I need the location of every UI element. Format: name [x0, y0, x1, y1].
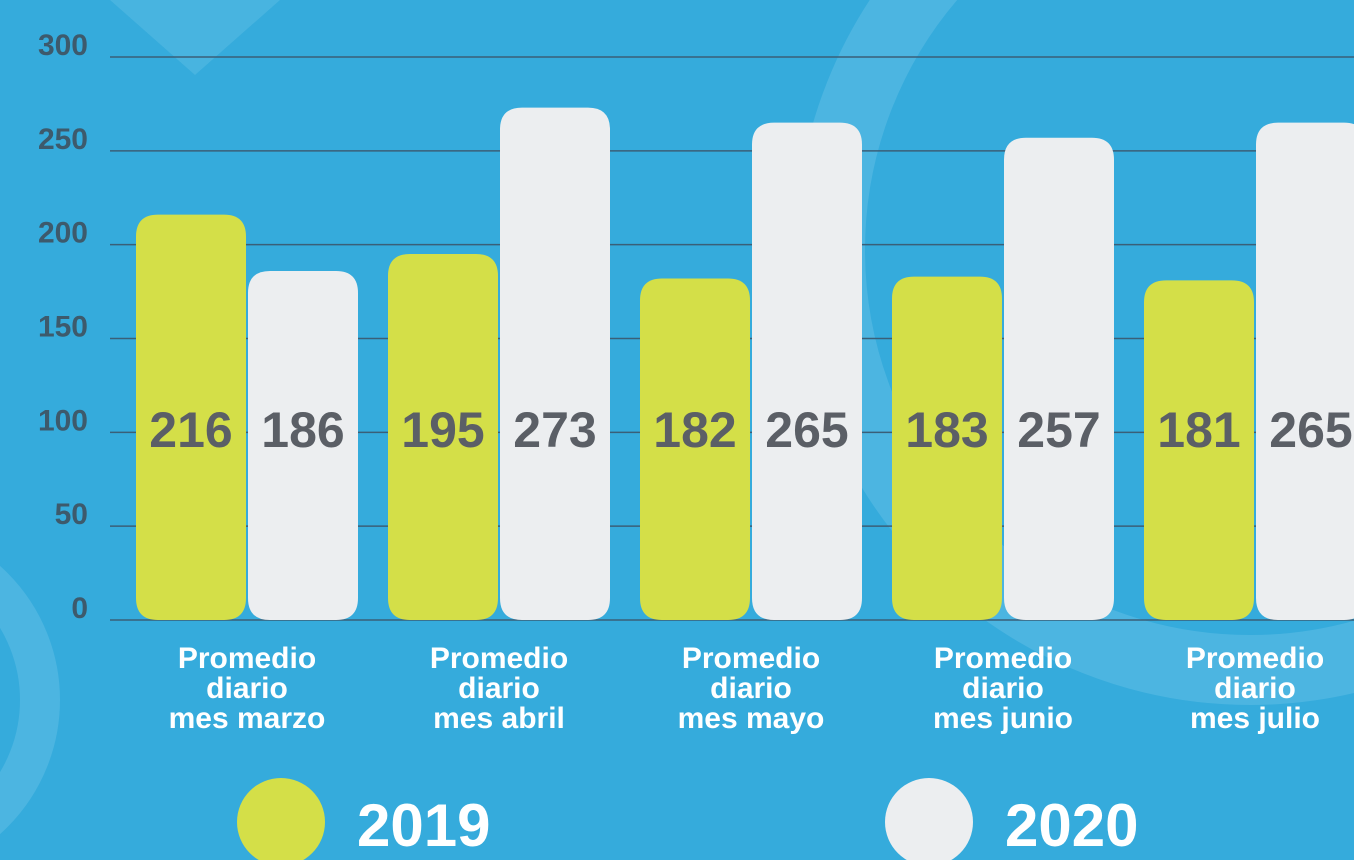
y-tick-label: 150 — [38, 310, 88, 343]
bar — [752, 122, 862, 620]
value-label: 182 — [653, 402, 736, 458]
value-label: 183 — [905, 402, 988, 458]
x-tick-label: Promedio diario mes abril — [429, 642, 569, 735]
value-label: 273 — [513, 402, 596, 458]
x-tick-label: Promedio diario mes junio — [932, 642, 1074, 735]
value-label: 195 — [401, 402, 484, 458]
value-label: 186 — [261, 402, 344, 458]
y-tick-label: 200 — [38, 217, 88, 250]
bar — [388, 254, 498, 621]
value-label: 216 — [149, 402, 232, 458]
bar — [1144, 280, 1254, 620]
bar — [1004, 137, 1114, 621]
y-tick-label: 50 — [55, 498, 88, 531]
y-tick-label: 0 — [71, 592, 88, 625]
legend-label: 2019 — [357, 792, 490, 859]
value-label: 181 — [1157, 402, 1240, 458]
bar — [892, 276, 1002, 620]
value-label: 265 — [1269, 402, 1352, 458]
bar — [1256, 122, 1354, 620]
y-tick-label: 100 — [38, 404, 88, 437]
x-tick-label: Promedio diario mes julio — [1185, 642, 1325, 735]
x-tick-label: Promedio diario mes marzo — [168, 642, 326, 735]
background-arc — [0, 565, 60, 835]
y-tick-label: 300 — [38, 29, 88, 62]
legend-label: 2020 — [1005, 792, 1138, 859]
bar — [248, 270, 358, 620]
y-tick-label: 250 — [38, 123, 88, 156]
legend-swatch — [237, 778, 325, 860]
value-label: 265 — [765, 402, 848, 458]
value-label: 257 — [1017, 402, 1100, 458]
bar — [500, 107, 610, 621]
legend-swatch — [885, 778, 973, 860]
x-tick-label: Promedio diario mes mayo — [677, 642, 825, 735]
bar — [136, 214, 246, 620]
background-shape — [110, 0, 280, 75]
bar — [640, 278, 750, 620]
